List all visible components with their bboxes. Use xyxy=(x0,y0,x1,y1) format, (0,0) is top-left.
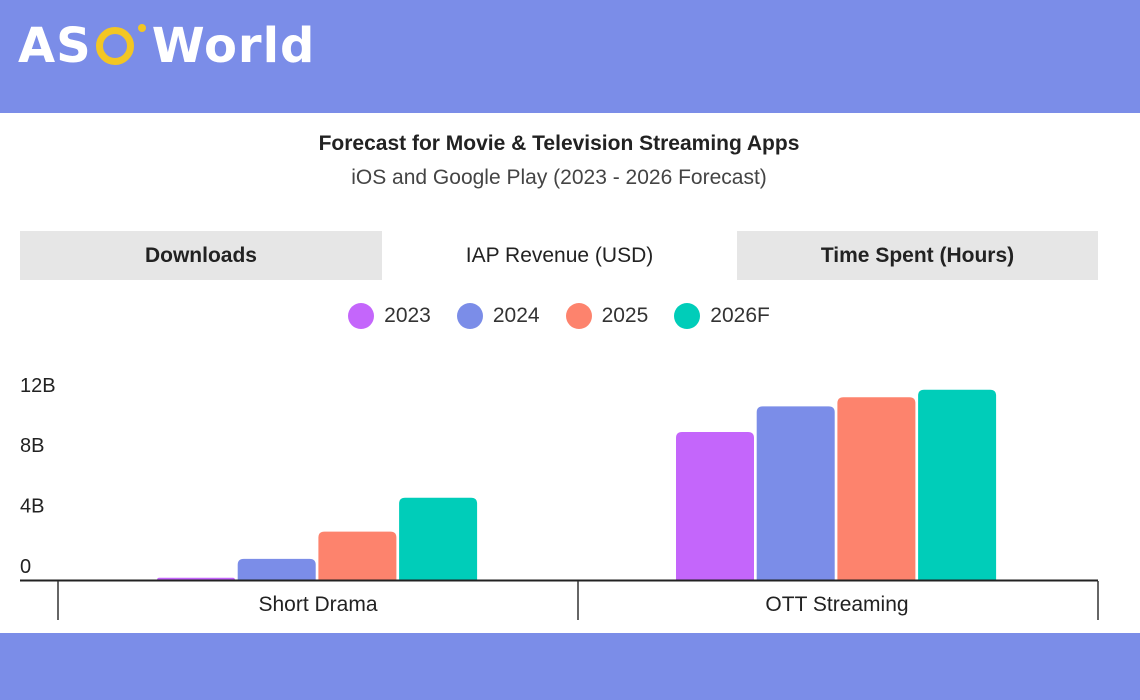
y-tick-label: 8B xyxy=(20,435,44,457)
legend-label: 2024 xyxy=(492,304,540,327)
legend-label: 2025 xyxy=(601,304,649,327)
legend-swatch xyxy=(565,303,592,329)
bar-2024-ott-streaming[interactable] xyxy=(756,406,835,580)
y-tick-label: 12B xyxy=(20,375,56,397)
tab-time-spent[interactable]: Time Spent (Hours) xyxy=(737,231,1098,280)
legend-swatch xyxy=(348,303,375,329)
legend-item-2026F[interactable]: 2026F xyxy=(674,303,770,329)
x-category-label: Short Drama xyxy=(258,593,377,616)
x-category-label: OTT Streaming xyxy=(765,593,908,616)
bar-2025-ott-streaming[interactable] xyxy=(837,397,916,580)
bar-2023-short-drama[interactable] xyxy=(157,577,235,580)
legend-item-2023[interactable]: 2023 xyxy=(348,303,431,329)
bar-2026F-ott-streaming[interactable] xyxy=(918,389,997,580)
chart-subtitle: iOS and Google Play (2023 - 2026 Forecas… xyxy=(351,166,767,189)
legend-swatch xyxy=(674,303,701,329)
y-tick-label: 4B xyxy=(20,496,44,518)
chart-title: Forecast for Movie & Television Streamin… xyxy=(318,132,800,155)
legend-item-2024[interactable]: 2024 xyxy=(456,303,540,329)
aso-world-logo: AS World xyxy=(18,18,316,74)
bar-2023-ott-streaming[interactable] xyxy=(676,432,754,580)
legend-item-2025[interactable]: 2025 xyxy=(565,303,649,329)
bar-2024-short-drama[interactable] xyxy=(237,558,316,580)
footer-band xyxy=(0,633,1140,700)
tab-downloads[interactable]: Downloads xyxy=(20,231,382,280)
bar-2025-short-drama[interactable] xyxy=(318,531,397,580)
y-tick-label: 0 xyxy=(20,556,31,578)
tab-iap-revenue[interactable]: IAP Revenue (USD) xyxy=(382,231,737,280)
legend-swatch xyxy=(456,303,483,329)
legend-label: 2023 xyxy=(384,304,431,327)
legend: 2023 2024 2025 2026F xyxy=(0,303,1118,329)
legend-label: 2026F xyxy=(710,304,770,327)
header-band: AS World xyxy=(0,0,1140,113)
bar-2026F-short-drama[interactable] xyxy=(399,497,478,580)
